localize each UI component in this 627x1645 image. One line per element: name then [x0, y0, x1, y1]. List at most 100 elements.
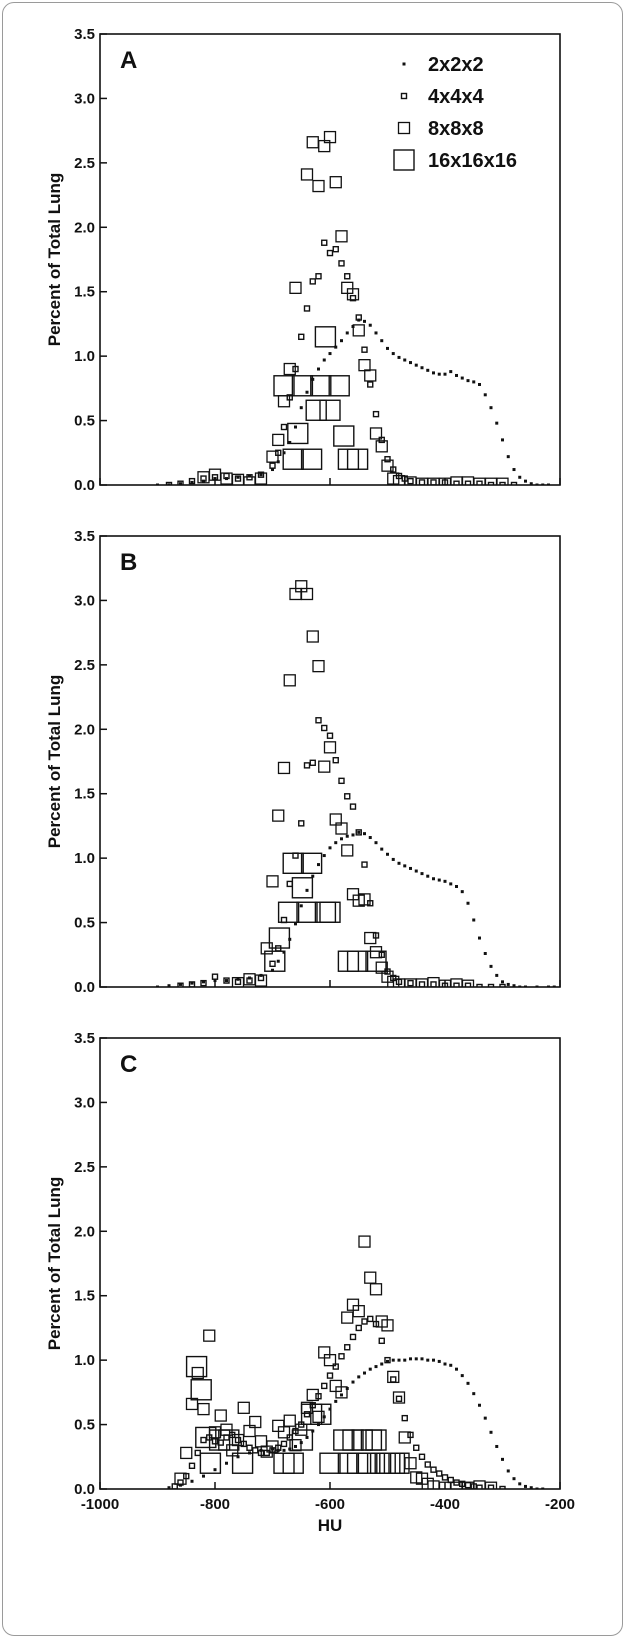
- point-16x16x16: [314, 326, 337, 348]
- point-2x2x2: [167, 1486, 171, 1489]
- point-4x4x4: [280, 423, 288, 431]
- point-2x2x2: [311, 1429, 315, 1433]
- point-2x2x2: [380, 847, 384, 851]
- point-16x16x16: [319, 1452, 341, 1474]
- data-points: [167, 1235, 545, 1489]
- point-8x8x8: [341, 1311, 354, 1324]
- point-4x4x4: [263, 1449, 270, 1457]
- point-4x4x4: [349, 803, 357, 810]
- point-2x2x2: [271, 1447, 274, 1451]
- point-4x4x4: [344, 273, 351, 280]
- point-2x2x2: [363, 1371, 366, 1375]
- point-2x2x2: [478, 1403, 481, 1407]
- point-2x2x2: [276, 1448, 280, 1452]
- point-4x4x4: [476, 983, 483, 987]
- panel-label: C: [120, 1051, 137, 1078]
- point-16x16x16: [282, 448, 304, 470]
- point-8x8x8: [335, 1386, 348, 1399]
- y-tick-label: 0.0: [74, 477, 95, 494]
- point-8x8x8: [358, 1235, 371, 1248]
- point-2x2x2: [259, 473, 263, 477]
- point-2x2x2: [414, 869, 418, 873]
- point-2x2x2: [374, 331, 378, 335]
- y-tick-label: 3.0: [74, 90, 95, 107]
- point-8x8x8: [323, 741, 337, 754]
- point-2x2x2: [501, 1457, 504, 1461]
- point-2x2x2: [248, 976, 251, 980]
- point-4x4x4: [384, 968, 391, 975]
- chart-panel-C: 0.0 0.5 1.0 1.5 2.0 2.5 3.0 3.5 -1000 -800 -600 -40…: [45, 1030, 575, 1535]
- y-tick-label: 2.0: [74, 219, 95, 236]
- point-4x4x4: [361, 1318, 368, 1325]
- point-16x16x16: [185, 1355, 208, 1378]
- point-4x4x4: [309, 278, 316, 285]
- point-2x2x2: [409, 1357, 412, 1361]
- point-16x16x16: [310, 1403, 332, 1425]
- point-2x2x2: [478, 382, 481, 386]
- point-2x2x2: [288, 937, 292, 941]
- point-4x4x4: [269, 960, 276, 968]
- point-2x2x2: [455, 373, 458, 377]
- point-4x4x4: [211, 1438, 219, 1445]
- point-4x4x4: [499, 1485, 506, 1489]
- point-2x2x2: [363, 319, 366, 323]
- point-4x4x4: [315, 1393, 322, 1400]
- point-2x2x2: [443, 372, 447, 376]
- point-2x2x2: [397, 355, 401, 359]
- point-4x4x4: [401, 1414, 408, 1422]
- point-4x4x4: [459, 1480, 466, 1488]
- point-4x4x4: [453, 982, 460, 987]
- y-tick-label: 1.0: [74, 850, 95, 867]
- y-axis-label: Percent of Total Lung: [45, 1177, 64, 1350]
- point-4x4x4: [275, 945, 282, 952]
- point-2x2x2: [432, 877, 435, 881]
- point-8x8x8: [369, 427, 383, 440]
- point-16x16x16: [264, 950, 286, 972]
- point-4x4x4: [183, 1472, 190, 1480]
- point-4x4x4: [240, 1440, 247, 1448]
- point-2x2x2: [489, 964, 493, 968]
- point-2x2x2: [236, 1455, 240, 1459]
- point-4x4x4: [338, 777, 345, 785]
- point-4x4x4: [413, 1444, 420, 1451]
- point-4x4x4: [338, 260, 345, 267]
- point-4x4x4: [315, 273, 322, 280]
- point-2x2x2: [380, 339, 384, 343]
- point-8x8x8: [272, 809, 285, 822]
- point-2x2x2: [483, 951, 487, 955]
- point-4x4x4: [332, 245, 339, 253]
- point-2x2x2: [432, 371, 435, 375]
- point-4x4x4: [378, 951, 385, 958]
- point-4x4x4: [510, 481, 518, 485]
- point-2x2x2: [322, 358, 326, 362]
- point-2x2x2: [374, 841, 378, 845]
- point-16x16x16: [291, 375, 314, 397]
- point-4x4x4: [378, 436, 385, 444]
- y-tick-label: 3.5: [74, 1030, 95, 1047]
- y-tick-label: 2.0: [74, 1223, 95, 1240]
- point-2x2x2: [397, 861, 401, 865]
- point-4x4x4: [344, 793, 351, 800]
- point-2x2x2: [495, 1444, 499, 1448]
- point-2x2x2: [524, 479, 527, 483]
- point-4x4x4: [395, 472, 403, 480]
- y-tick-label: 3.5: [74, 26, 95, 43]
- point-16x16x16: [282, 1452, 304, 1474]
- point-2x2x2: [460, 376, 464, 380]
- y-axis-label: Percent of Total Lung: [45, 173, 64, 346]
- point-2x2x2: [380, 1362, 384, 1366]
- point-4x4x4: [188, 1462, 196, 1470]
- point-2x2x2: [213, 477, 217, 481]
- point-2x2x2: [403, 1358, 407, 1362]
- point-4x4x4: [303, 305, 311, 312]
- point-2x2x2: [259, 973, 263, 977]
- point-2x2x2: [334, 1399, 338, 1403]
- point-2x2x2: [420, 872, 424, 876]
- point-2x2x2: [357, 1375, 361, 1379]
- point-2x2x2: [317, 863, 320, 867]
- point-8x8x8: [369, 1283, 383, 1296]
- point-4x4x4: [309, 1402, 316, 1409]
- point-2x2x2: [322, 854, 326, 858]
- panel-label: A: [120, 47, 137, 74]
